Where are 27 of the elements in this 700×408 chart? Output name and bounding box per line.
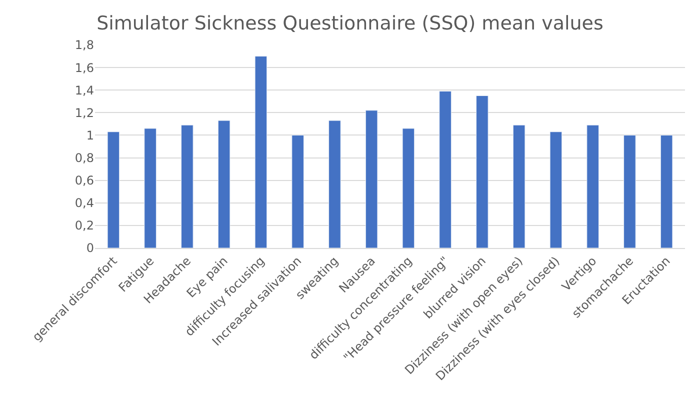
- bar: [439, 90, 452, 248]
- y-tick-label: 1,2: [74, 106, 94, 120]
- bar: [365, 110, 378, 248]
- bar: [624, 134, 636, 248]
- bar: [476, 96, 488, 248]
- bar: [218, 120, 230, 248]
- bar: [181, 124, 194, 248]
- bar: [660, 134, 673, 248]
- y-tick-label: 0: [86, 241, 94, 256]
- y-tick-label: 1,8: [74, 38, 94, 52]
- bar: [550, 132, 562, 248]
- y-tick-label: 0,2: [74, 218, 94, 233]
- bar: [254, 56, 268, 248]
- bar: [402, 128, 415, 248]
- bar: [586, 124, 599, 248]
- y-tick-label: 1: [86, 128, 94, 142]
- bar: [144, 128, 156, 248]
- bar: [328, 120, 341, 248]
- y-tick-label: 1,4: [74, 83, 94, 98]
- y-tick-label: 0,6: [74, 174, 94, 188]
- bar: [107, 132, 120, 248]
- bar: [512, 124, 526, 248]
- chart-title: Simulator Sickness Questionnaire (SSQ) mean values: [96, 12, 604, 35]
- y-tick-label: 1,6: [74, 60, 94, 75]
- y-tick-label: 0,4: [74, 196, 94, 210]
- y-tick-label: 0,8: [74, 150, 94, 165]
- bar: [292, 134, 304, 248]
